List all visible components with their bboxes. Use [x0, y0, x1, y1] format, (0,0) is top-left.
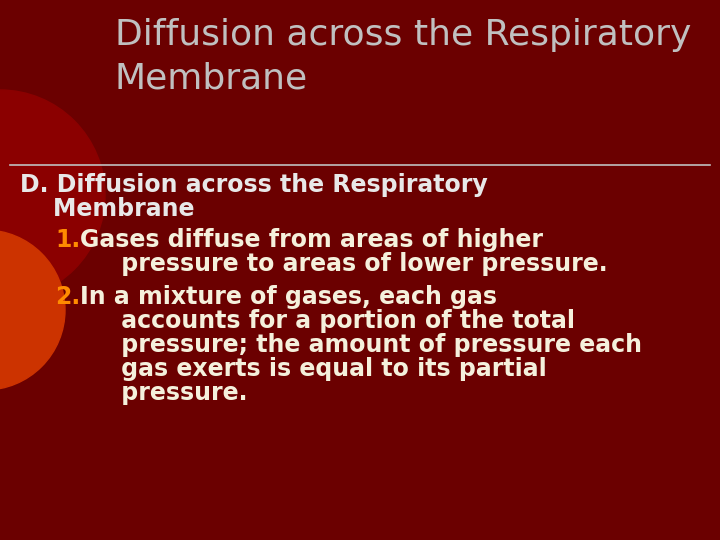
Text: D. Diffusion across the Respiratory: D. Diffusion across the Respiratory [20, 173, 487, 197]
Text: gas exerts is equal to its partial: gas exerts is equal to its partial [80, 357, 546, 381]
Text: Diffusion across the Respiratory
Membrane: Diffusion across the Respiratory Membran… [115, 18, 691, 96]
Text: 1.: 1. [55, 228, 80, 252]
Circle shape [0, 90, 105, 300]
Text: pressure; the amount of pressure each: pressure; the amount of pressure each [80, 333, 642, 357]
Text: Gases diffuse from areas of higher: Gases diffuse from areas of higher [80, 228, 543, 252]
Text: pressure to areas of lower pressure.: pressure to areas of lower pressure. [80, 252, 608, 276]
Text: Membrane: Membrane [20, 197, 194, 221]
Text: In a mixture of gases, each gas: In a mixture of gases, each gas [80, 285, 497, 309]
Text: pressure.: pressure. [80, 381, 248, 405]
Text: accounts for a portion of the total: accounts for a portion of the total [80, 309, 575, 333]
Text: 2.: 2. [55, 285, 80, 309]
Circle shape [0, 230, 65, 390]
